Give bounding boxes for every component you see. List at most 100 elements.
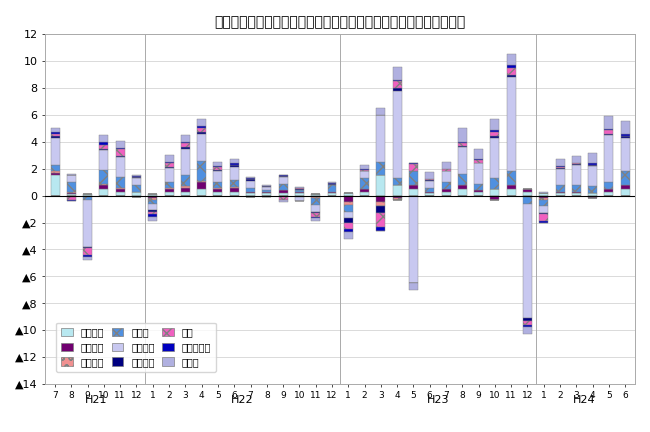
Bar [197,182,206,189]
Bar [540,196,548,198]
Bar [213,189,222,192]
Bar [116,149,125,156]
Bar [458,142,467,143]
Bar [507,65,515,68]
Bar [51,165,60,172]
Bar [458,146,467,147]
Bar [311,217,320,219]
Bar [360,192,369,196]
Bar [540,198,548,200]
Bar [474,160,483,163]
Bar [83,247,92,248]
Bar [490,119,499,130]
Bar [441,192,450,196]
Bar [425,181,434,187]
Bar [197,134,206,161]
Bar [507,172,515,185]
Bar [197,128,206,133]
Bar [393,80,402,81]
Bar [181,187,190,192]
Bar [164,162,174,163]
Bar [360,189,369,192]
Bar [621,172,630,185]
Bar [588,196,597,198]
Bar [246,180,255,181]
Bar [344,222,353,229]
Bar [458,143,467,146]
Bar [311,213,320,217]
Bar [295,193,304,196]
Bar [507,68,515,75]
Bar [376,196,385,202]
Bar [99,150,109,170]
Bar [523,325,532,327]
Bar [181,147,190,149]
Bar [523,192,532,196]
Bar [572,156,581,163]
Bar [393,91,402,178]
Bar [328,184,337,185]
Bar [393,196,402,198]
Bar [328,183,337,184]
Legend: 一般機械, 電気機械, 情報通信, 電デバ, 輸送機械, 窦業土石, 化学, その他工業, その他: 一般機械, 電気機械, 情報通信, 電デバ, 輸送機械, 窦業土石, 化学, そ… [56,323,216,372]
Bar [132,192,141,196]
Bar [409,189,418,196]
Bar [409,164,418,171]
Bar [621,138,630,172]
Bar [604,189,614,192]
Bar [588,152,597,163]
Bar [83,257,92,260]
Bar [164,163,174,168]
Bar [148,196,157,198]
Bar [83,255,92,257]
Bar [572,165,581,185]
Bar [99,145,109,149]
Bar [181,135,190,142]
Bar [360,169,369,170]
Bar [540,206,548,213]
Bar [263,192,271,193]
Bar [67,192,76,193]
Bar [604,116,614,129]
Bar [83,200,92,247]
Bar [556,169,565,185]
Bar [328,182,337,183]
Bar [83,194,92,196]
Bar [344,193,353,196]
Bar [164,168,174,181]
Bar [621,189,630,196]
Bar [148,217,157,221]
Bar [132,178,141,185]
Bar [164,192,174,196]
Bar [213,168,222,170]
Bar [229,159,239,163]
Bar [229,187,239,192]
Bar [588,166,597,186]
Bar [279,196,287,200]
Bar [507,189,515,196]
Bar [572,163,581,164]
Bar [507,54,515,65]
Bar [344,205,353,212]
Bar [67,194,76,196]
Bar [279,184,287,190]
Bar [458,147,467,174]
Bar [213,171,222,181]
Bar [83,197,92,200]
Bar [328,185,337,192]
Bar [116,156,125,157]
Bar [197,126,206,128]
Bar [148,194,157,196]
Bar [621,121,630,134]
Bar [425,187,434,192]
Bar [360,165,369,169]
Bar [116,177,125,187]
Bar [360,171,369,172]
Bar [540,213,548,214]
Bar [132,175,141,176]
Bar [474,163,483,184]
Bar [311,196,320,197]
Bar [604,192,614,196]
Bar [588,163,597,165]
Bar [148,210,157,212]
